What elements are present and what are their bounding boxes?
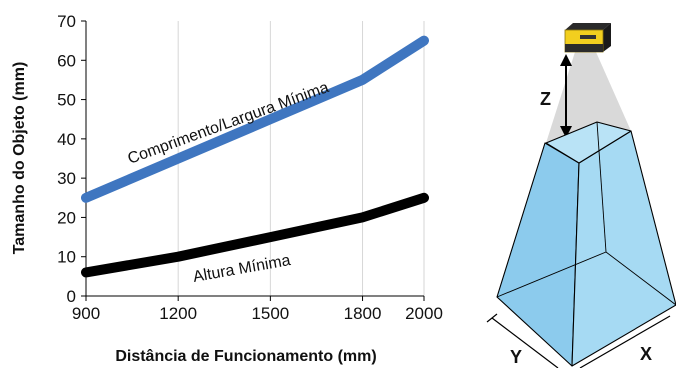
x-tick-label-900: 900: [72, 304, 100, 323]
data-point-s1-1800: [362, 216, 364, 218]
data-point-s1-1500: [269, 236, 271, 238]
z-label: Z: [540, 89, 551, 109]
x-axis-title: Distância de Funcionamento (mm): [115, 348, 376, 365]
y-tick-label-70: 70: [57, 12, 76, 31]
data-point-s1-1200: [177, 256, 179, 258]
field-of-view-diagram: Z Y X: [486, 23, 676, 368]
x-tick-label-1500: 1500: [251, 304, 289, 323]
data-point-s0-2000: [423, 40, 425, 42]
y-tick-label-50: 50: [57, 91, 76, 110]
y-tick-label-0: 0: [67, 287, 76, 306]
x-tick-label-1200: 1200: [159, 304, 197, 323]
data-point-s1-900: [85, 271, 87, 273]
plot-area: [86, 21, 424, 296]
data-point-s1-2000: [423, 197, 425, 199]
x-tick-label-1800: 1800: [344, 304, 382, 323]
camera-icon: [564, 23, 611, 53]
x-dimension: [579, 315, 671, 368]
y-tick-label-40: 40: [57, 130, 76, 149]
camera-beam: [546, 52, 631, 143]
data-point-s0-900: [85, 197, 87, 199]
y-label: Y: [510, 347, 522, 367]
y-tick-label-20: 20: [57, 208, 76, 227]
y-tick-label-30: 30: [57, 169, 76, 188]
z-dimension: [560, 54, 572, 138]
y-tick-label-10: 10: [57, 248, 76, 267]
data-point-s0-1500: [269, 118, 271, 120]
y-axis-title: Tamanho do Objeto (mm): [11, 62, 28, 255]
x-ticks: 900 1200 1500 1800 2000: [72, 296, 443, 323]
y-tick-label-60: 60: [57, 51, 76, 70]
axes: [85, 21, 424, 297]
frustum: [496, 121, 676, 367]
data-point-s0-1800: [362, 79, 364, 81]
series: [81, 35, 429, 278]
y-dimension: [486, 313, 559, 368]
y-ticks: 0 10 20 30 40 50 60 70: [57, 12, 86, 306]
grid: [177, 21, 425, 296]
x-label: X: [640, 344, 652, 364]
data-point-s0-1200: [177, 158, 179, 159]
x-tick-label-2000: 2000: [405, 304, 443, 323]
